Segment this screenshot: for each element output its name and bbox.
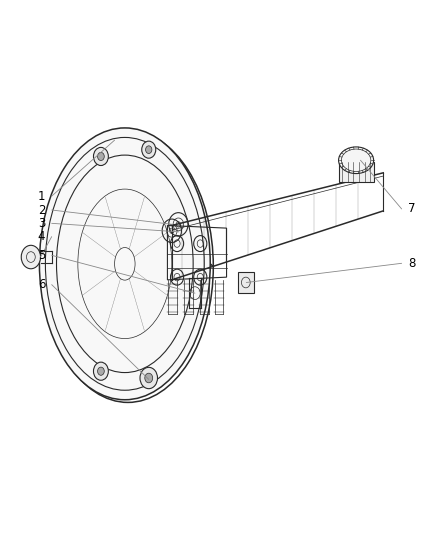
Polygon shape [339,162,374,182]
Ellipse shape [39,128,210,400]
Circle shape [98,367,104,375]
Text: 7: 7 [408,203,416,215]
Text: 1: 1 [38,190,46,203]
Ellipse shape [339,147,374,174]
Circle shape [142,141,156,158]
Text: 3: 3 [38,217,45,230]
Text: 2: 2 [38,204,46,216]
Circle shape [145,373,153,383]
Text: 8: 8 [408,257,415,270]
Text: 4: 4 [38,230,46,243]
Circle shape [145,146,152,154]
Circle shape [140,367,158,389]
Circle shape [98,152,104,160]
Circle shape [93,362,108,380]
Polygon shape [237,272,254,293]
Text: 6: 6 [38,278,46,291]
Circle shape [21,245,40,269]
Circle shape [93,148,108,166]
Text: 5: 5 [38,249,45,262]
